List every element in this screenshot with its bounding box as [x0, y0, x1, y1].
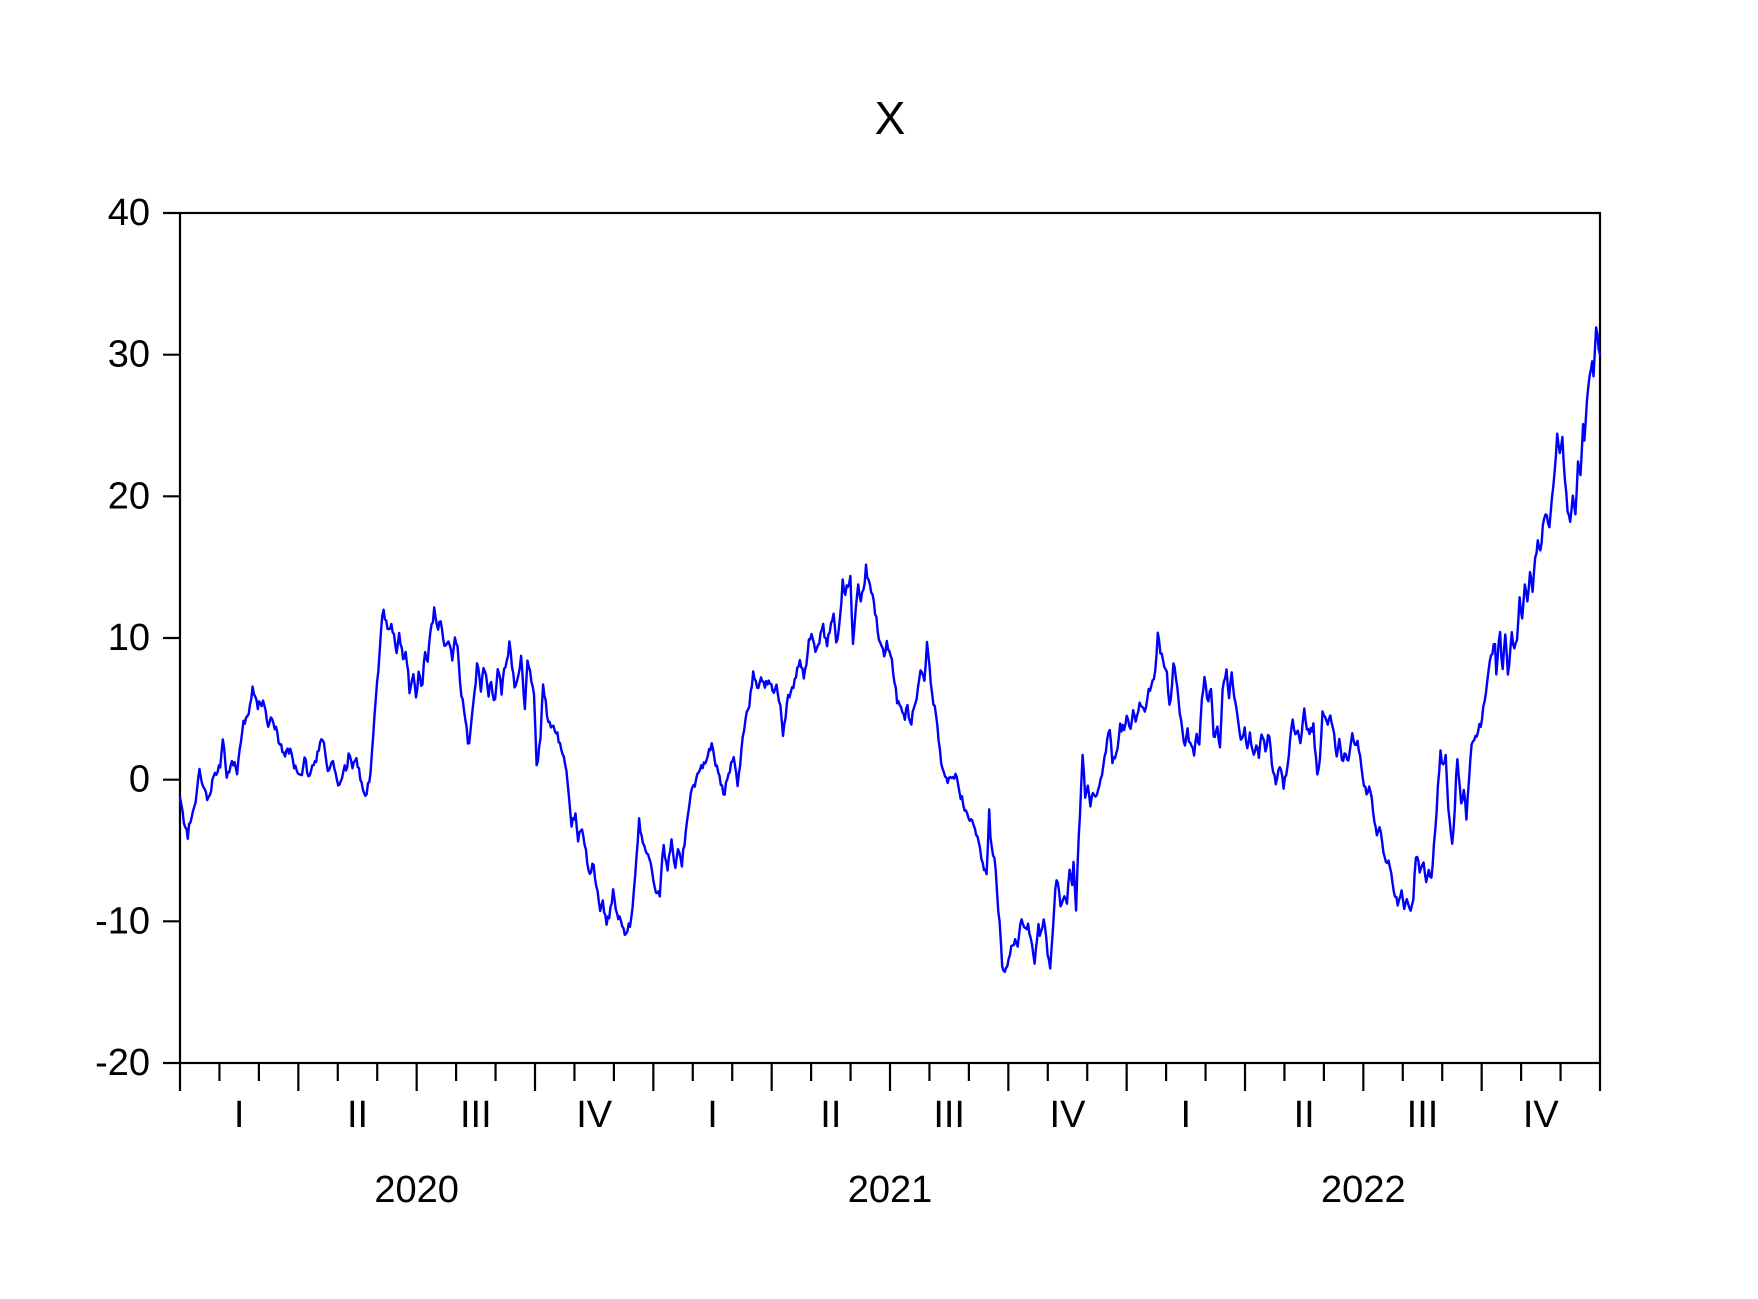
quarter-label: I	[234, 1094, 245, 1136]
y-axis-tick-label: 40	[108, 192, 150, 234]
y-axis-tick-label: -10	[95, 900, 150, 942]
y-axis-tick-label: -20	[95, 1042, 150, 1084]
quarter-label: IV	[1050, 1094, 1087, 1136]
quarter-label: III	[460, 1094, 492, 1136]
quarter-label: III	[1407, 1094, 1439, 1136]
quarter-label: II	[1294, 1094, 1315, 1136]
y-axis-tick-label: 10	[108, 617, 150, 659]
y-axis-tick-label: 0	[129, 759, 150, 801]
year-label: 2020	[374, 1169, 459, 1211]
data-series-line	[178, 326, 1602, 973]
quarter-label: III	[933, 1094, 965, 1136]
year-label: 2022	[1321, 1169, 1406, 1211]
quarter-label: II	[820, 1094, 841, 1136]
y-axis-tick-label: 30	[108, 334, 150, 376]
quarter-label: I	[707, 1094, 718, 1136]
chart-title: X	[874, 92, 906, 144]
quarter-label: I	[1181, 1094, 1192, 1136]
y-axis-tick-label: 20	[108, 475, 150, 517]
quarter-label: IV	[576, 1094, 613, 1136]
plot-border	[178, 211, 1602, 1065]
year-label: 2021	[848, 1169, 933, 1211]
quarter-label: II	[347, 1094, 368, 1136]
quarter-label: IV	[1523, 1094, 1560, 1136]
